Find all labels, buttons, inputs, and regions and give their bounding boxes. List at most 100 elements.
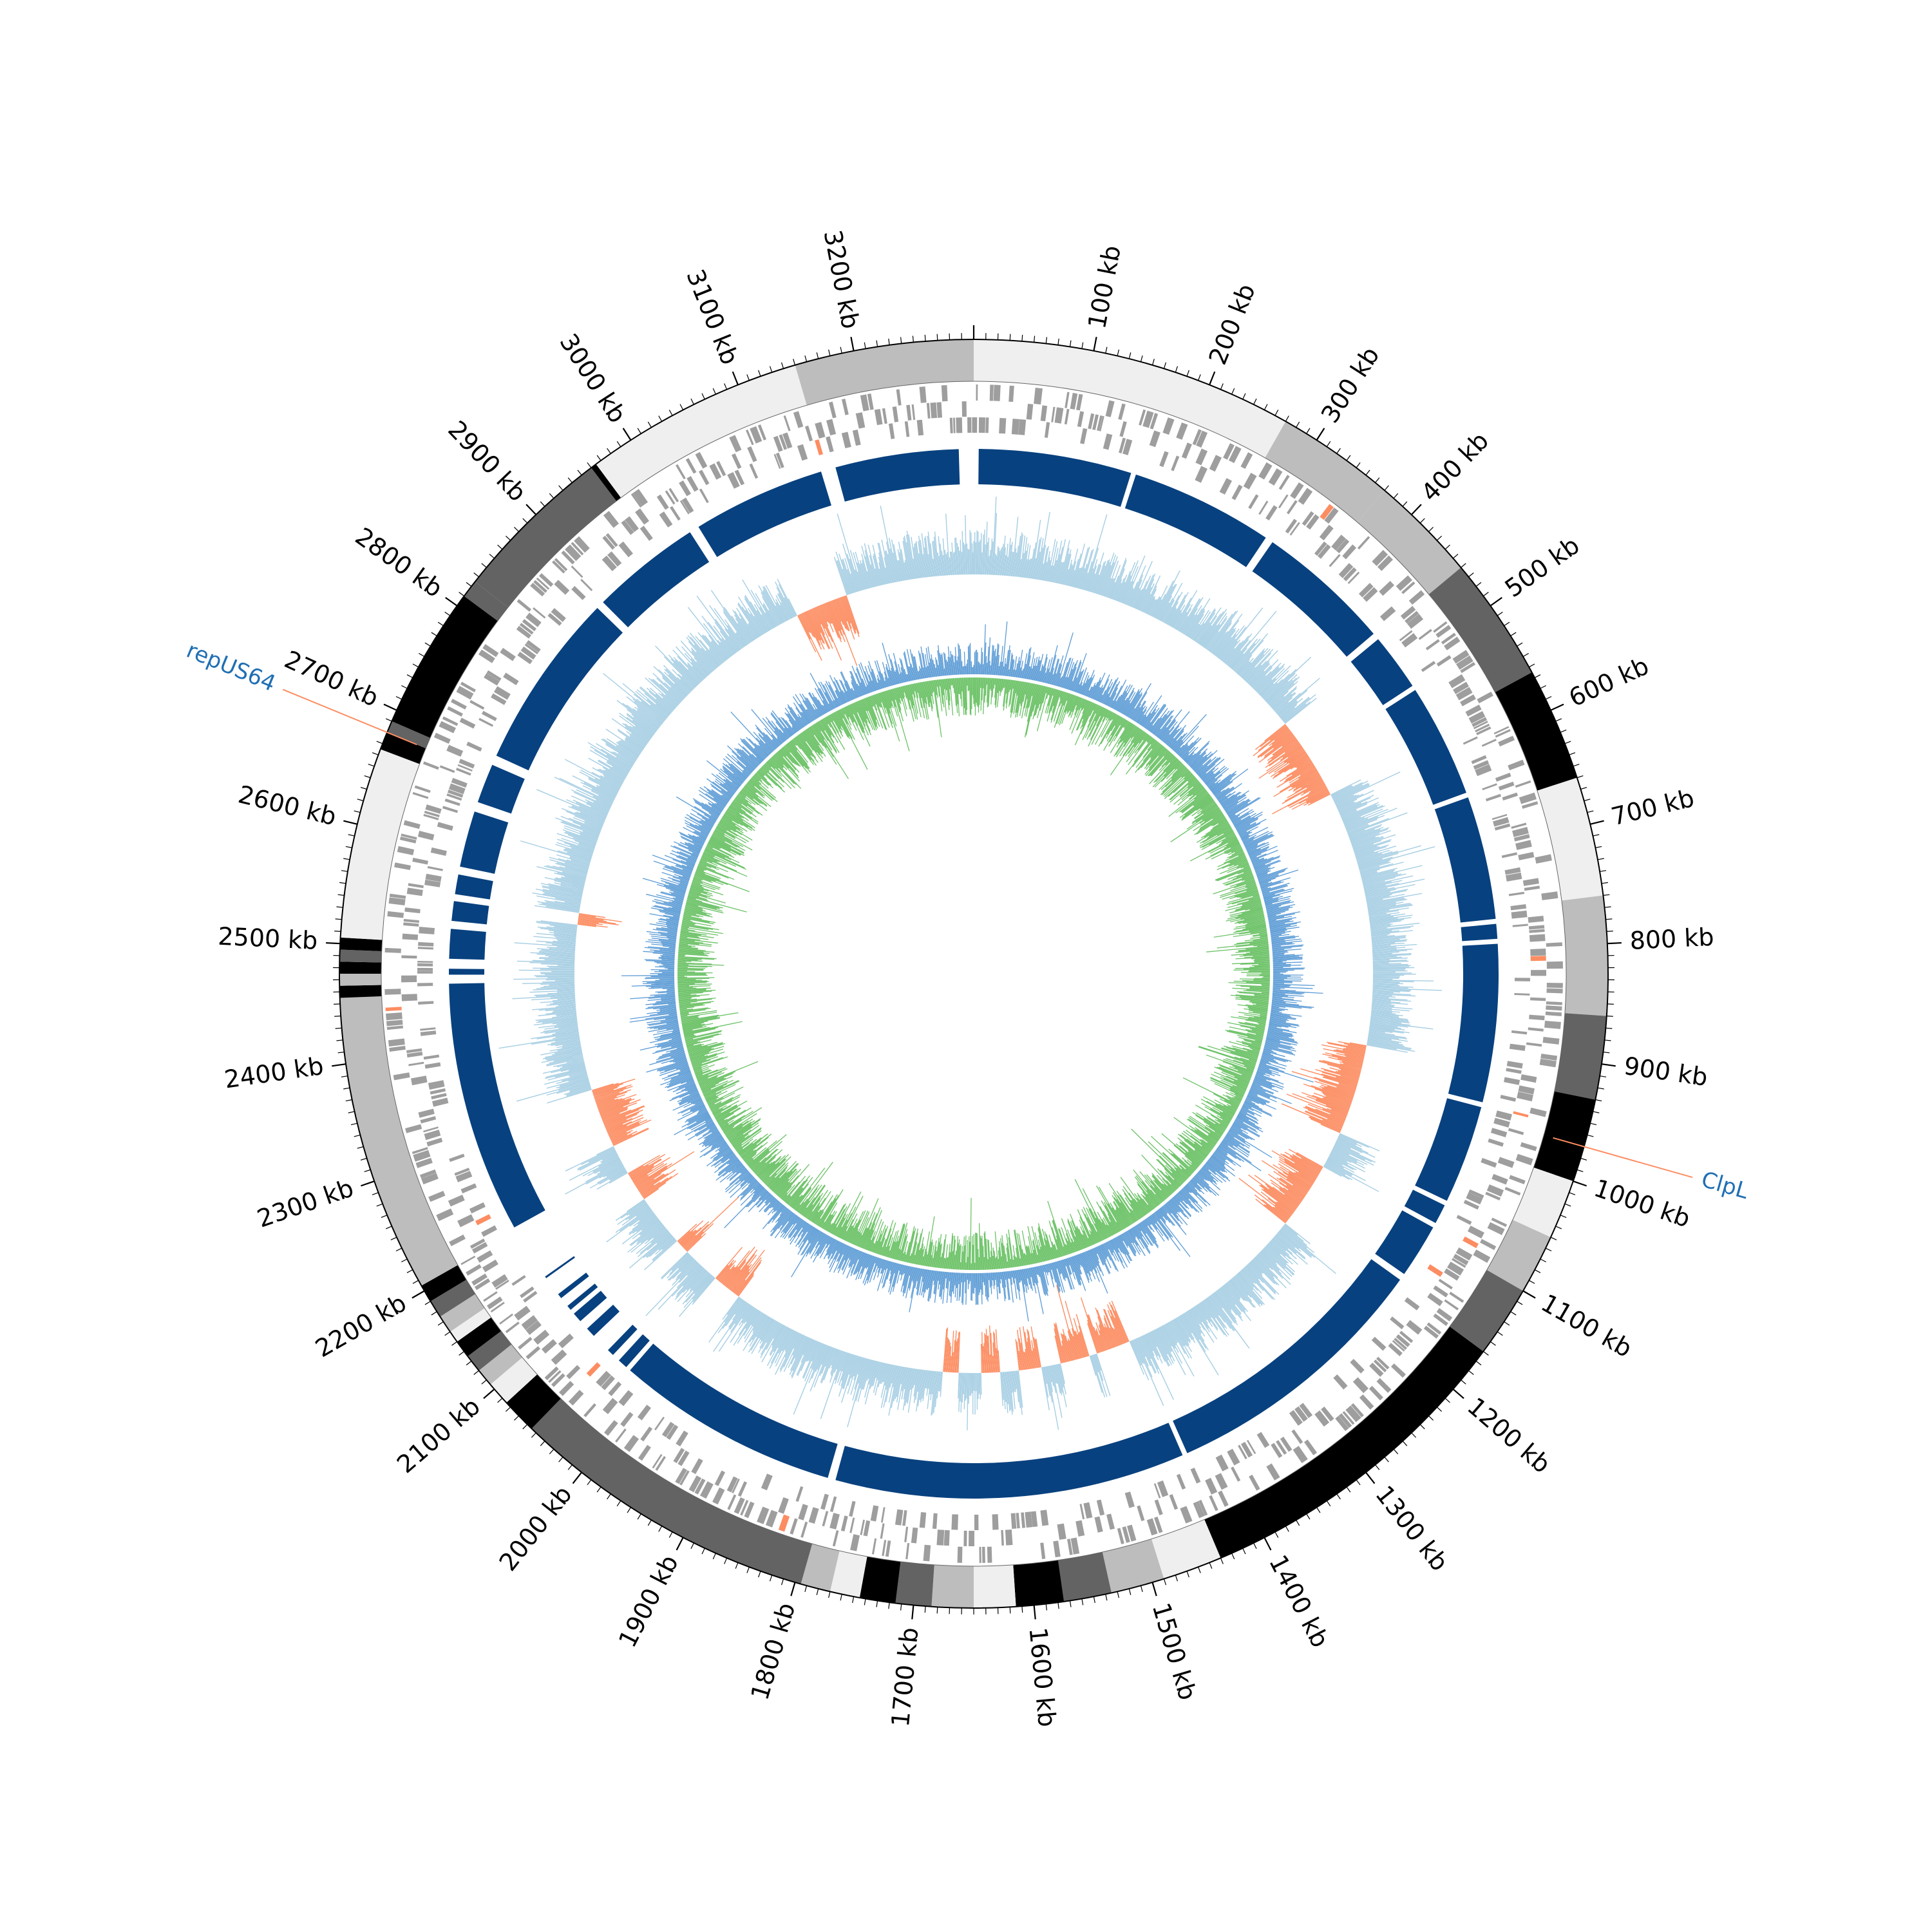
minor-tick — [1580, 1157, 1587, 1160]
gene-mark — [726, 1476, 738, 1493]
gc-bar — [694, 657, 710, 675]
gc-bar — [1260, 665, 1291, 696]
gc-bar — [574, 840, 596, 848]
coverage-bar-inner — [1193, 811, 1222, 831]
gene-mark — [1467, 1226, 1484, 1239]
gene-mark — [1359, 1394, 1374, 1410]
gc-bar — [963, 542, 965, 575]
coverage-bar-outer — [1217, 782, 1242, 801]
gc-bar — [546, 1076, 589, 1089]
gc-bar — [650, 705, 667, 719]
gc-bar — [632, 698, 663, 724]
coverage-bar-outer — [1246, 844, 1258, 851]
gc-bar — [645, 1262, 698, 1316]
gc-bar — [1131, 1340, 1150, 1381]
gene-mark — [1051, 406, 1056, 422]
gc-bar — [1216, 1290, 1232, 1310]
gc-bar — [1054, 1324, 1065, 1363]
coverage-bar-inner — [1096, 708, 1106, 726]
coverage-bar-inner — [1242, 900, 1262, 906]
coverage-bar-outer — [1271, 935, 1295, 940]
gc-bar — [687, 668, 701, 683]
gc-bar — [1300, 766, 1316, 776]
minor-tick — [1555, 718, 1562, 722]
gene-mark — [1529, 934, 1546, 942]
gc-bar — [592, 1083, 623, 1094]
coverage-bar-inner — [1164, 772, 1191, 797]
gene-mark — [1240, 452, 1253, 469]
gc-bar — [1272, 755, 1309, 779]
coverage-bar-outer — [1251, 1086, 1292, 1104]
coverage-bar-inner — [1113, 724, 1135, 757]
gc-bar — [673, 657, 700, 685]
gc-bar — [1100, 565, 1112, 596]
gc-bar — [1202, 625, 1218, 647]
gc-bar — [544, 876, 585, 887]
coverage-bar-inner — [1254, 965, 1270, 967]
gc-bar — [636, 1223, 663, 1244]
gene-mark — [1546, 983, 1563, 989]
gene-mark — [987, 1546, 992, 1563]
gc-bar — [1272, 688, 1297, 710]
gc-bar — [565, 811, 603, 827]
gc-bar — [1154, 1329, 1168, 1355]
gene-mark — [957, 1546, 963, 1563]
coverage-bar-inner — [1059, 690, 1063, 697]
gc-bar — [1034, 1339, 1041, 1368]
gc-bar — [1061, 1340, 1068, 1363]
gc-bar — [873, 1361, 882, 1393]
gc-bar — [1365, 887, 1395, 895]
gc-bar — [1255, 1198, 1286, 1224]
coverage-bar-outer — [1242, 835, 1257, 842]
gc-bar — [823, 603, 833, 624]
gc-bar — [835, 1351, 846, 1381]
gc-bar — [1177, 608, 1192, 631]
gene-mark — [675, 1468, 687, 1484]
gc-bar — [603, 673, 664, 723]
gc-bar — [1284, 1160, 1316, 1180]
gc-bar — [1099, 1334, 1106, 1351]
coverage-bar-outer — [1120, 687, 1135, 713]
gc-bar — [626, 696, 662, 725]
gc-bar — [802, 1338, 811, 1356]
coverage-bar-outer — [1260, 1058, 1287, 1067]
gc-bar — [1273, 692, 1296, 712]
gene-mark — [926, 402, 931, 419]
coverage-bar-outer — [1267, 906, 1293, 913]
coverage-bar-outer — [1009, 652, 1013, 677]
gc-bar — [556, 833, 596, 847]
gc-bar — [598, 1099, 632, 1112]
gene-mark — [408, 883, 424, 889]
gc-bar — [1326, 1160, 1366, 1182]
gene-mark — [422, 761, 439, 770]
gc-bar — [708, 649, 722, 665]
gc-bar — [1141, 594, 1151, 612]
coverage-bar-outer — [1192, 751, 1212, 770]
coverage-bar-outer — [1155, 715, 1173, 737]
gc-bar — [1372, 956, 1402, 959]
gc-bar — [1149, 1332, 1157, 1347]
coverage-bar-outer — [1256, 870, 1271, 876]
gc-bar — [1347, 823, 1368, 833]
contig-band-26 — [478, 1344, 523, 1385]
gc-bar — [1075, 1331, 1084, 1358]
coverage-bar-inner — [1214, 1066, 1251, 1081]
gc-bar — [872, 545, 883, 585]
gc-bar — [919, 1370, 924, 1401]
gc-bar — [561, 876, 585, 883]
gc-bar — [960, 540, 962, 575]
gc-bar — [661, 675, 686, 699]
contig-band-30 — [440, 1294, 485, 1332]
gc-bar — [1282, 736, 1296, 747]
gc-bar — [883, 1364, 893, 1408]
gc-bar — [1266, 1244, 1287, 1264]
gc-bar — [674, 683, 688, 696]
gc-bar — [759, 607, 773, 629]
gene-mark — [1336, 538, 1350, 554]
gc-bar — [1132, 1340, 1143, 1364]
gc-bar — [549, 924, 578, 929]
gc-bar — [1322, 1097, 1350, 1108]
gc-bar — [1258, 726, 1289, 751]
gc-bar — [542, 889, 582, 898]
coverage-bar-inner — [1081, 699, 1085, 708]
